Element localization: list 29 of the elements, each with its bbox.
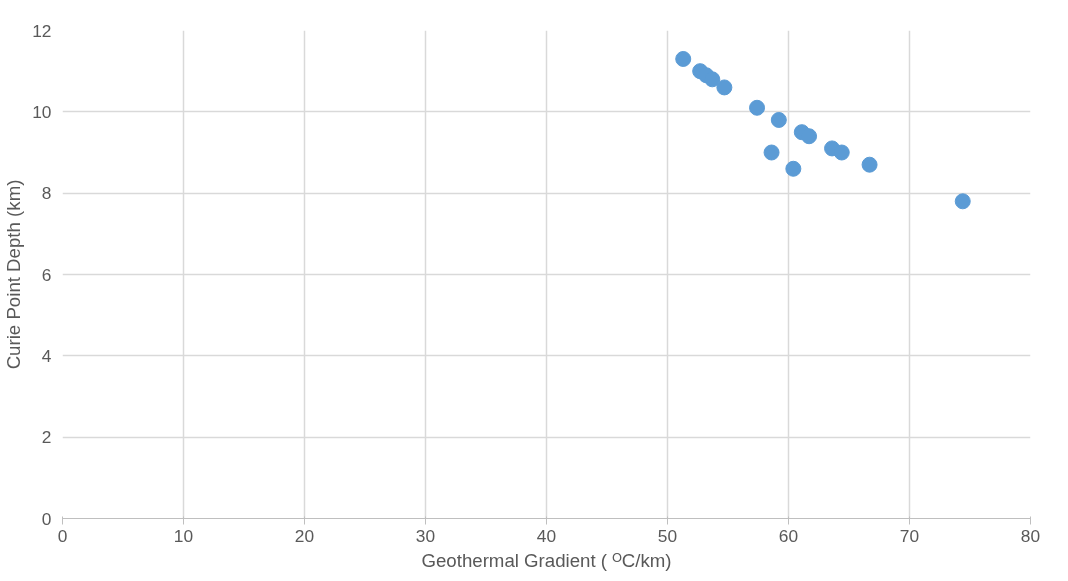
y-tick-label: 4	[41, 345, 52, 366]
point	[954, 193, 971, 210]
point	[785, 160, 802, 177]
point	[801, 128, 818, 145]
x-tick-label: 50	[657, 525, 678, 546]
y-tick-label: 8	[41, 183, 52, 204]
y-axis-title: Curie Point Depth (km)	[3, 179, 25, 370]
y-tick-label: 10	[32, 101, 52, 122]
point	[716, 79, 733, 96]
x-tick-label: 40	[536, 525, 557, 546]
y-tick-label: 12	[32, 20, 52, 41]
point	[833, 144, 850, 161]
x-tick-label: 80	[1020, 525, 1041, 546]
x-tick-label: 60	[778, 525, 799, 546]
x-tick-label: 0	[57, 525, 68, 546]
point	[770, 111, 787, 128]
point	[704, 71, 721, 88]
x-tick-label: 10	[173, 525, 194, 546]
x-tick-label: 70	[899, 525, 920, 546]
x-axis-title: Geothermal Gradient ( ᴼC/km)	[421, 549, 672, 571]
point	[763, 144, 780, 161]
y-tick-label: 0	[41, 508, 52, 529]
x-tick-label: 30	[415, 525, 436, 546]
y-tick-label: 2	[41, 427, 52, 448]
point	[861, 156, 878, 173]
x-tick-label: 20	[294, 525, 315, 546]
y-tick-label: 6	[41, 264, 52, 285]
point	[675, 50, 692, 67]
point	[749, 99, 766, 116]
